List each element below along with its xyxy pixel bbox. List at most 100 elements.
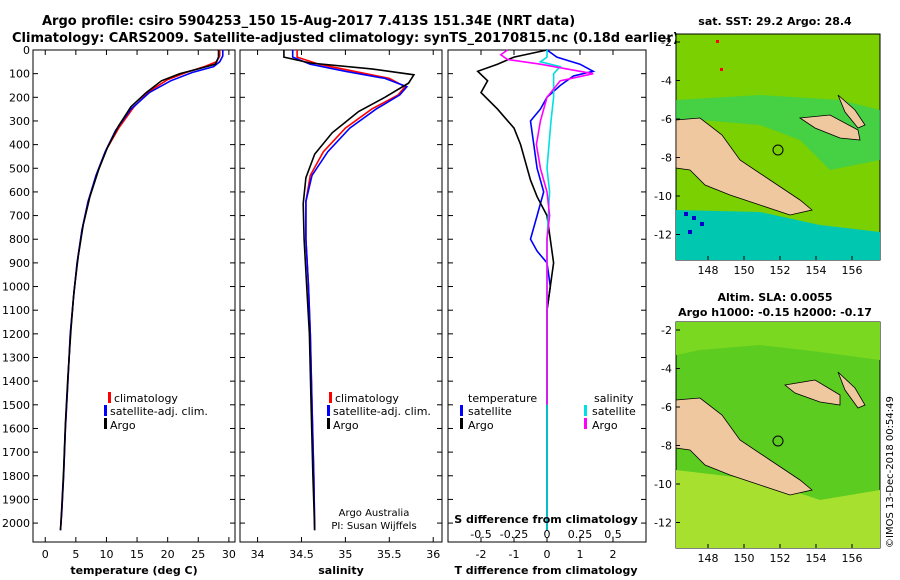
title-line-1: Argo profile: csiro 5904253_150 15-Aug-2… [42,14,575,29]
sla-land-new-britain [784,379,841,406]
sla-argo-location [772,435,784,447]
legend-salinity-title: salinity [594,392,634,405]
depth-tick-label: 800 [9,233,30,246]
map-x-tick-label: 148 [698,264,719,277]
salinity-panel: 34 34.5 35 35.5 36 climatology satellite-adj… [239,49,443,577]
x-tick-label: 35.5 [377,548,402,561]
sst-cold-pixel-4 [688,230,692,234]
depth-tick-label: 2000 [2,517,30,530]
depth-axis: 0 100 200 300 400 500 600 700 800 900 1000 1100 1200… [2,44,235,530]
depth-tick-label: 400 [9,139,30,152]
x-tick-label: 5 [72,548,79,561]
map-x-tick-label: 156 [842,264,863,277]
depth-tick-label: 1200 [2,328,30,341]
depth-tick-label: 1300 [2,352,30,365]
legend-argo-swatch [104,418,107,429]
depth-tick-label: 500 [9,162,30,175]
legend-satellite-swatch [104,405,107,416]
salinity-xlabel: salinity [318,564,364,577]
temperature-panel-frame [32,49,236,543]
map-y-tick-label: -2 [661,36,672,49]
series-s-argo [499,49,594,405]
x-tick-label: 0 [42,548,49,561]
legend-t-satellite: satellite [468,405,512,418]
x-tick-label: 20 [161,548,175,561]
x-tick-label: -1 [509,548,520,561]
credit-line-1: Argo Australia [339,508,410,519]
legend-sal-satellite-swatch [327,405,330,416]
sst-land-new-ireland [837,94,866,129]
salinity-y-ticks [240,49,442,524]
credit-line-2: PI: Susan Wijffels [331,521,416,532]
depth-tick-label: 1900 [2,493,30,506]
salinity-legend: climatology satellite-adj. clim. Argo [327,392,431,432]
sst-cool-water [676,210,880,260]
sst-marker-2 [720,68,723,71]
temperature-legend: climatology satellite-adj. clim. Argo [104,392,208,432]
x-tick-label: 25 [191,548,205,561]
map-x-tick-label: 148 [698,552,719,565]
legend-climatology: climatology [114,392,178,405]
sst-land-png [675,117,813,216]
salinity-difference-ticks: -0.5 -0.25 0 0.25 0.5 [470,528,621,541]
legend-s-argo: Argo [592,419,618,432]
sla-north-field [676,322,880,360]
legend-sal-argo-swatch [327,418,330,429]
map-x-tick-label: 154 [806,264,827,277]
depth-tick-label: 300 [9,115,30,128]
depth-tick-label: 1600 [2,422,30,435]
x-tick-label: 10 [99,548,113,561]
legend-temperature-title: temperature [468,392,537,405]
map-y-tick-label: -8 [661,152,672,165]
map-y-tick-label: -4 [661,75,672,88]
depth-tick-label: 1000 [2,281,30,294]
series-argo [283,50,416,531]
s-diff-tick-label: 0.25 [568,528,593,541]
depth-tick-label: 1400 [2,375,30,388]
legend-argo: Argo [110,419,136,432]
sst-cold-pixel-3 [700,222,704,226]
temperature-xlabel: temperature (deg C) [70,564,197,577]
legend-s-argo-swatch [584,418,587,429]
x-tick-label: 30 [222,548,236,561]
s-diff-tick-label: 0.5 [604,528,622,541]
temperature-panel: 0100200300400500600700800900100011001200… [2,44,236,577]
series-argo [59,50,220,531]
difference-legend: temperature satellite Argo salinity sate… [460,392,636,432]
salinity-panel-frame [239,49,443,543]
sst-warm-water [676,95,880,170]
sst-map-axes: 148 150 152 154 156 -2 -4 -6 -8 -10 -12 [654,36,862,277]
legend-climatology-swatch [108,392,111,403]
map-x-tick-label: 152 [770,264,791,277]
x-tick-label: -2 [476,548,487,561]
depth-tick-label: 1100 [2,304,30,317]
sst-marker-1 [716,40,719,43]
salinity-series [283,50,416,531]
legend-sal-satellite: satellite-adj. clim. [333,405,431,418]
map-y-tick-label: -4 [661,363,672,376]
sst-land-new-britain [798,114,861,141]
map-x-tick-label: 154 [806,552,827,565]
x-tick-label: 36 [426,548,440,561]
legend-satellite: satellite-adj. clim. [110,405,208,418]
legend-sal-climatology-swatch [329,392,332,403]
map-x-tick-label: 156 [842,552,863,565]
sla-land-new-ireland [837,371,866,409]
x-tick-label: 35 [338,548,352,561]
map-y-tick-label: -12 [654,229,672,242]
imos-timestamp: ©IMOS 13-Dec-2018 00:54:49 [885,396,896,548]
s-diff-tick-label: -0.25 [500,528,528,541]
depth-tick-label: 700 [9,210,30,223]
map-y-tick-label: -12 [654,517,672,530]
map-x-tick-label: 150 [734,264,755,277]
map-y-tick-label: -6 [661,401,672,414]
difference-panel: -2 -1 0 1 2 temperature satellite Argo salin… [447,49,647,577]
x-tick-label: 15 [130,548,144,561]
sla-south-field [676,470,880,548]
s-diff-tick-label: -0.5 [470,528,491,541]
map-y-tick-label: -10 [654,190,672,203]
sla-map-axes: 148 150 152 154 156 -2 -4 -6 -8 -10 -12 [654,324,862,565]
x-tick-label: 34.5 [289,548,314,561]
temperature-series [59,50,224,531]
